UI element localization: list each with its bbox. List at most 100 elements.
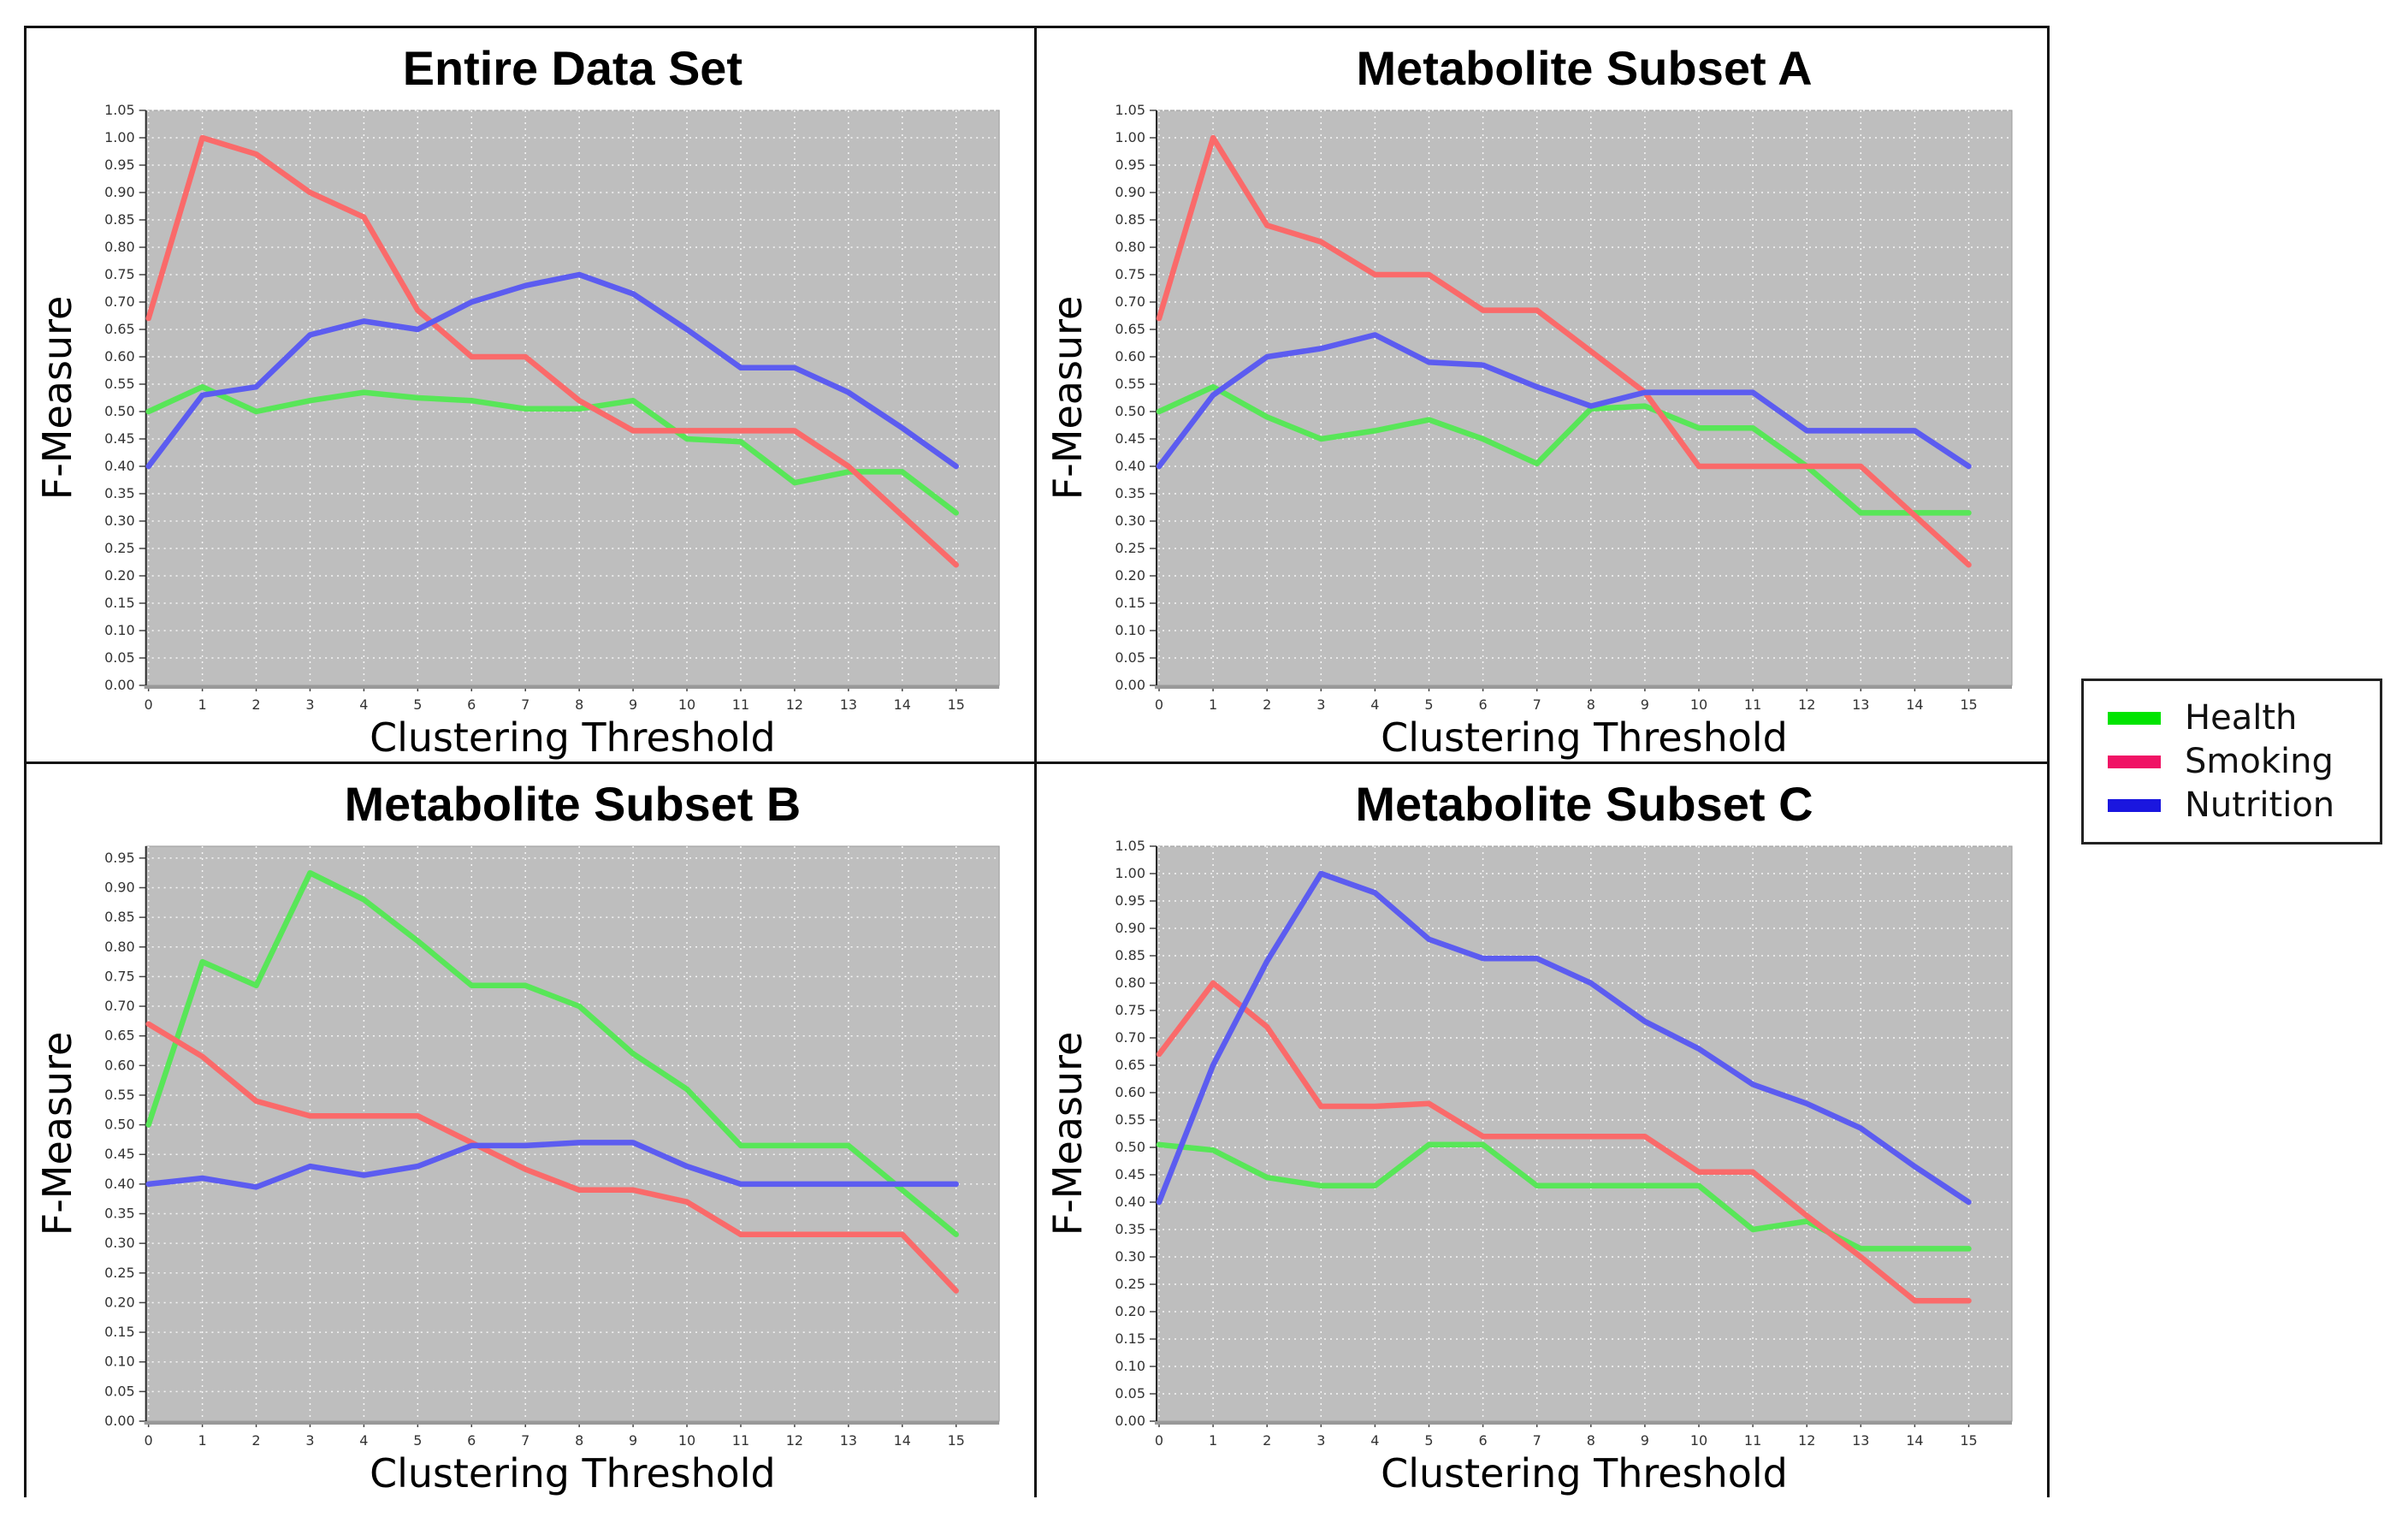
svg-text:10: 10	[1690, 1432, 1707, 1449]
svg-text:6: 6	[467, 696, 476, 713]
svg-text:11: 11	[1744, 1432, 1761, 1449]
svg-text:0.05: 0.05	[104, 1383, 135, 1399]
svg-text:0.10: 0.10	[1115, 622, 1145, 638]
svg-text:0.40: 0.40	[104, 1176, 135, 1192]
svg-text:12: 12	[786, 696, 803, 713]
svg-text:8: 8	[1587, 696, 1595, 713]
svg-text:0.15: 0.15	[104, 595, 135, 611]
tick-labels: 0.00 0.05 0.10 0.15 0.20 0.25 0.30 0.35 0.40 0.45…	[1115, 838, 1977, 1449]
svg-text:0.55: 0.55	[1115, 1111, 1145, 1128]
svg-text:1: 1	[1209, 696, 1217, 713]
svg-text:1: 1	[198, 696, 206, 713]
svg-text:0.50: 0.50	[104, 1117, 135, 1133]
svg-text:6: 6	[1479, 1432, 1488, 1449]
svg-text:0: 0	[145, 696, 153, 713]
series-health-line	[145, 383, 959, 516]
legend: Health Smoking Nutrition	[2081, 679, 2382, 844]
svg-text:0.45: 0.45	[1115, 430, 1145, 447]
y-axis-label: F-Measure	[34, 1032, 80, 1236]
svg-text:0.15: 0.15	[1115, 1330, 1145, 1347]
svg-text:5: 5	[413, 1432, 422, 1449]
tick-labels: 0.00 0.05 0.10 0.15 0.20 0.25 0.30 0.35 0.40 0.45…	[104, 102, 965, 713]
svg-text:13: 13	[840, 696, 857, 713]
svg-text:0.70: 0.70	[1115, 293, 1145, 310]
svg-text:4: 4	[1370, 1432, 1379, 1449]
svg-text:0.90: 0.90	[104, 879, 135, 895]
y-axis-label: F-Measure	[1044, 1032, 1091, 1236]
legend-label: Smoking	[2185, 742, 2334, 781]
svg-text:0.65: 0.65	[104, 1028, 135, 1044]
svg-text:0.95: 0.95	[104, 850, 135, 866]
series-smoking-line	[145, 1021, 959, 1294]
panel-title: Metabolite Subset B	[345, 777, 802, 831]
svg-text:0.90: 0.90	[1115, 184, 1145, 200]
svg-text:0.30: 0.30	[1115, 1248, 1145, 1265]
tick-labels: 0.00 0.05 0.10 0.15 0.20 0.25 0.30 0.35 0.40 0.45…	[104, 850, 965, 1449]
chart-panel-entire: 0.00 0.05 0.10 0.15 0.20 0.25 0.30 0.35 0.40 0.45…	[27, 28, 1037, 764]
svg-text:0.05: 0.05	[1115, 649, 1145, 666]
svg-text:0.20: 0.20	[1115, 1303, 1145, 1319]
gridlines	[1157, 110, 2012, 685]
svg-text:0.55: 0.55	[104, 1087, 135, 1103]
svg-text:0.20: 0.20	[104, 1294, 135, 1310]
series-nutrition-line	[145, 271, 959, 470]
svg-text:0.85: 0.85	[104, 909, 135, 925]
gridlines	[145, 846, 1000, 1421]
svg-text:12: 12	[1798, 1432, 1815, 1449]
svg-text:4: 4	[1370, 696, 1379, 713]
svg-text:0.40: 0.40	[104, 458, 135, 474]
x-axis-label: Clustering Threshold	[1381, 714, 1788, 761]
svg-text:0.00: 0.00	[1115, 1413, 1145, 1429]
svg-text:10: 10	[1690, 696, 1707, 713]
chart-panel-subset-b: 0.00 0.05 0.10 0.15 0.20 0.25 0.30 0.35 0.40 0.45…	[27, 764, 1037, 1497]
svg-text:0.95: 0.95	[1115, 157, 1145, 173]
svg-text:0.70: 0.70	[1115, 1029, 1145, 1046]
svg-text:0.70: 0.70	[104, 998, 135, 1014]
svg-text:1.05: 1.05	[1115, 102, 1145, 118]
svg-text:0.30: 0.30	[104, 513, 135, 529]
legend-swatch-smoking	[2108, 755, 2161, 768]
y-axis-label: F-Measure	[34, 296, 80, 501]
y-axis-label: F-Measure	[1044, 296, 1091, 501]
svg-text:15: 15	[1960, 1432, 1977, 1449]
series-nutrition-line	[1156, 332, 1972, 470]
svg-text:9: 9	[1641, 696, 1649, 713]
svg-text:5: 5	[1424, 696, 1433, 713]
panel-title: Metabolite Subset C	[1355, 777, 1813, 831]
svg-text:0.50: 0.50	[1115, 403, 1145, 419]
x-axis-label: Clustering Threshold	[370, 1450, 775, 1496]
svg-text:0.85: 0.85	[104, 211, 135, 228]
svg-text:7: 7	[1533, 1432, 1541, 1449]
chart-svg-subset-c: 0.00 0.05 0.10 0.15 0.20 0.25 0.30 0.35 0.40 0.45…	[1044, 777, 2013, 1496]
svg-text:0.60: 0.60	[104, 348, 135, 364]
svg-text:2: 2	[1263, 696, 1271, 713]
svg-text:0.00: 0.00	[104, 1413, 135, 1429]
svg-text:1.00: 1.00	[104, 129, 135, 145]
svg-text:3: 3	[1316, 696, 1325, 713]
svg-text:1: 1	[198, 1432, 206, 1449]
svg-text:0.95: 0.95	[1115, 892, 1145, 909]
svg-text:7: 7	[1533, 696, 1541, 713]
svg-text:0.40: 0.40	[1115, 1194, 1145, 1210]
tick-labels: 0.00 0.05 0.10 0.15 0.20 0.25 0.30 0.35 0.40 0.45…	[1115, 102, 1977, 713]
svg-text:0.75: 0.75	[104, 968, 135, 984]
svg-text:6: 6	[467, 1432, 476, 1449]
svg-text:0.60: 0.60	[104, 1057, 135, 1073]
svg-text:0.95: 0.95	[104, 157, 135, 173]
svg-text:0.35: 0.35	[1115, 1221, 1145, 1237]
svg-text:0.05: 0.05	[104, 649, 135, 666]
panel-title: Metabolite Subset A	[1356, 41, 1812, 95]
svg-text:0.10: 0.10	[104, 622, 135, 638]
svg-text:4: 4	[359, 696, 368, 713]
legend-item-smoking: Smoking	[2108, 744, 2380, 779]
svg-text:0.50: 0.50	[104, 403, 135, 419]
svg-text:0.30: 0.30	[104, 1235, 135, 1251]
svg-text:0.25: 0.25	[104, 540, 135, 556]
svg-text:1: 1	[1209, 1432, 1217, 1449]
svg-text:0.35: 0.35	[104, 485, 135, 501]
chart-panel-subset-c: 0.00 0.05 0.10 0.15 0.20 0.25 0.30 0.35 0.40 0.45…	[1037, 764, 2047, 1497]
svg-text:5: 5	[413, 696, 422, 713]
svg-text:0.55: 0.55	[1115, 376, 1145, 392]
svg-text:15: 15	[1960, 696, 1977, 713]
svg-text:0.45: 0.45	[1115, 1166, 1145, 1182]
